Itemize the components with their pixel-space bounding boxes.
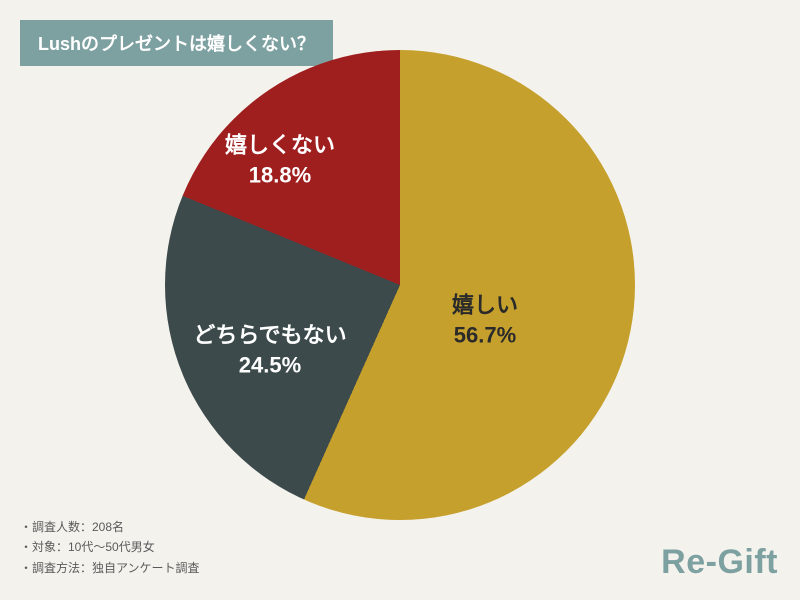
brand-logo: Re-Gift bbox=[661, 543, 778, 582]
pie-slice-pct: 56.7% bbox=[452, 320, 518, 350]
pie-slice-name: どちらでもない bbox=[193, 320, 346, 350]
meta-line: ・対象：10代〜50代男女 bbox=[20, 537, 200, 557]
survey-meta: ・調査人数：208名 ・対象：10代〜50代男女 ・調査方法：独自アンケート調査 bbox=[20, 517, 200, 578]
pie-slice-pct: 24.5% bbox=[193, 350, 346, 380]
pie-slice-label: 嬉しくない18.8% bbox=[225, 130, 335, 189]
brand-text: Re-Gift bbox=[661, 543, 778, 581]
meta-line: ・調査人数：208名 bbox=[20, 517, 200, 537]
meta-line: ・調査方法：独自アンケート調査 bbox=[20, 558, 200, 578]
pie-chart: 嬉しい56.7% どちらでもない24.5% 嬉しくない18.8% bbox=[165, 50, 635, 520]
pie-body bbox=[165, 50, 635, 520]
pie-slice-name: 嬉しい bbox=[452, 290, 518, 320]
pie-slice-label: 嬉しい56.7% bbox=[452, 290, 518, 349]
pie-slice-name: 嬉しくない bbox=[225, 130, 335, 160]
pie-slice-label: どちらでもない24.5% bbox=[193, 320, 346, 379]
pie-slice-pct: 18.8% bbox=[225, 160, 335, 190]
